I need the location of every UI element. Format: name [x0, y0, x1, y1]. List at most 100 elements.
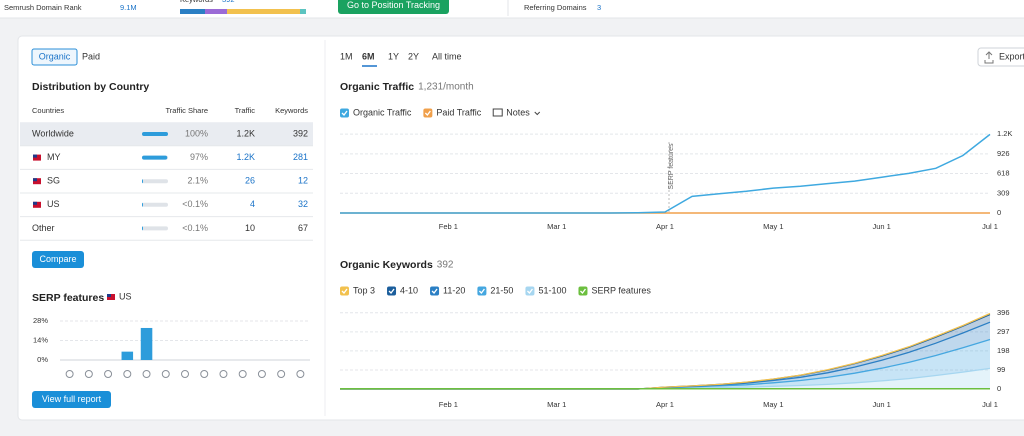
- legend-label[interactable]: 4-10: [400, 285, 418, 295]
- flag-canton: [107, 294, 111, 297]
- serp-feature-icon[interactable]: [161, 370, 170, 378]
- serp-feature-icon[interactable]: [219, 370, 228, 378]
- y-tick-label: 198: [997, 346, 1010, 355]
- view-report-button-label[interactable]: View full report: [42, 394, 102, 404]
- period-button[interactable]: 6M: [362, 51, 375, 61]
- position-tracking-button[interactable]: [338, 0, 449, 14]
- share-track: [142, 179, 168, 184]
- legend-checkbox[interactable]: [387, 286, 397, 296]
- x-tick-label: Mar 1: [547, 222, 566, 231]
- serp-feature-icon[interactable]: [257, 370, 266, 378]
- chart-subtitle: 392: [437, 260, 454, 271]
- section-title: SERP features: [32, 292, 104, 304]
- serp-feature-icon[interactable]: [84, 370, 93, 378]
- position-tracking-button-label[interactable]: Go to Position Tracking: [347, 0, 440, 10]
- serp-feature-icon[interactable]: [104, 370, 113, 378]
- bar: [121, 351, 134, 360]
- traffic-share: <0.1%: [182, 199, 208, 209]
- legend-checkbox[interactable]: [525, 286, 535, 296]
- tab[interactable]: Organic: [39, 51, 71, 61]
- keywords: 281: [293, 152, 308, 162]
- y-tick-label: 14%: [33, 335, 48, 344]
- legend-check: [424, 110, 431, 116]
- notes-icon[interactable]: [492, 108, 503, 117]
- legend-check: [478, 288, 485, 294]
- serp-feature-icon[interactable]: [65, 370, 74, 378]
- traffic: 10: [245, 223, 255, 233]
- serp-feature-icon[interactable]: [142, 370, 151, 378]
- annotation: SERP features: [668, 143, 675, 190]
- legend-checkbox[interactable]: [578, 286, 588, 296]
- period-button[interactable]: 1Y: [388, 51, 399, 61]
- share-track: [142, 202, 168, 207]
- x-tick-label: Jun 1: [872, 400, 890, 409]
- traffic-share: 97%: [190, 152, 208, 162]
- legend-label[interactable]: 51-100: [538, 285, 566, 295]
- tab[interactable]: Paid: [82, 51, 100, 61]
- line: [340, 133, 991, 214]
- share-bar: [142, 132, 168, 136]
- export-label[interactable]: Export: [999, 51, 1024, 61]
- legend-check: [580, 288, 586, 294]
- country-name: US: [47, 199, 60, 209]
- legend-label[interactable]: Paid Traffic: [436, 107, 481, 117]
- country-name: Other: [32, 223, 55, 233]
- x-tick-label: May 1: [763, 222, 783, 231]
- legend-checkbox[interactable]: [340, 286, 349, 296]
- legend-check: [388, 288, 395, 294]
- y-tick-label: 28%: [33, 316, 48, 325]
- compare-button[interactable]: [32, 251, 84, 268]
- flag-canton: [33, 201, 37, 205]
- keyword-bar-segment: [227, 9, 300, 14]
- notes-label[interactable]: Notes: [506, 107, 530, 117]
- period-button[interactable]: All time: [432, 51, 462, 61]
- x-tick-label: Apr 1: [656, 222, 674, 231]
- period-button[interactable]: 1M: [340, 51, 353, 61]
- y-tick-label: 0%: [37, 355, 48, 364]
- country-name: SG: [47, 176, 60, 186]
- legend-check: [431, 288, 438, 294]
- notes-chevron: [534, 111, 541, 116]
- legend-checkbox[interactable]: [340, 108, 349, 118]
- serp-feature-icon[interactable]: [238, 370, 247, 378]
- serp-feature-icon[interactable]: [123, 370, 132, 378]
- compare-button-label[interactable]: Compare: [39, 254, 76, 264]
- serp-feature-icon[interactable]: [277, 370, 286, 378]
- flag-canton: [33, 154, 37, 158]
- serp-feature-icon[interactable]: [200, 370, 209, 378]
- period-button[interactable]: 2Y: [408, 51, 419, 61]
- y-tick-label: 926: [997, 149, 1010, 158]
- x-tick-label: Jul 1: [982, 222, 998, 231]
- table-header: Countries: [32, 106, 64, 115]
- serp-feature-icon[interactable]: [296, 370, 305, 378]
- legend-label[interactable]: SERP features: [591, 285, 651, 295]
- chart-title: Organic Keywords: [340, 259, 433, 271]
- serp-country: US: [119, 291, 132, 301]
- x-tick-label: Jun 1: [872, 222, 890, 231]
- table-header: Keywords: [275, 106, 308, 115]
- x-tick-label: Feb 1: [439, 400, 458, 409]
- traffic: 4: [250, 199, 255, 209]
- view-report-button[interactable]: [32, 391, 111, 408]
- tab-active[interactable]: [31, 48, 78, 66]
- legend-label[interactable]: Top 3: [353, 285, 375, 295]
- keywords: 392: [293, 128, 308, 138]
- x-tick-label: Apr 1: [656, 400, 674, 409]
- keywords-label: Keywords: [180, 0, 213, 4]
- legend-label[interactable]: 21-50: [490, 285, 513, 295]
- keyword-bar-segment: [205, 9, 227, 14]
- keyword-bar-segment: [300, 9, 306, 14]
- legend-checkbox[interactable]: [477, 286, 487, 296]
- legend-checkbox[interactable]: [423, 108, 433, 118]
- legend-check: [341, 110, 348, 116]
- serp-feature-icon[interactable]: [181, 370, 189, 378]
- legend-checkbox[interactable]: [430, 286, 440, 296]
- section-title: Distribution by Country: [32, 81, 149, 93]
- legend-label[interactable]: 11-20: [443, 285, 465, 295]
- y-tick-label: 297: [997, 327, 1010, 336]
- share-bar: [142, 155, 168, 160]
- legend-label[interactable]: Organic Traffic: [353, 107, 412, 117]
- traffic-share: 100%: [185, 128, 208, 138]
